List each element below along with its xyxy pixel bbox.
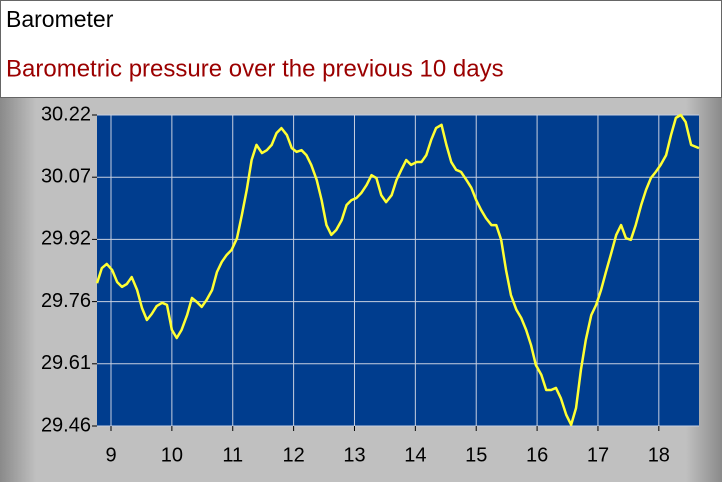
x-tick-label: 12 [282,444,304,466]
y-tick-label: 29.76 [41,290,91,312]
chart-title: Barometer [6,6,114,32]
x-tick-label: 11 [222,444,243,466]
x-tick-label: 9 [105,444,116,466]
x-tick-label: 14 [404,444,426,466]
series-line [95,113,700,427]
chart-subtitle: Barometric pressure over the previous 10… [6,55,504,82]
x-tick-label: 10 [161,444,183,466]
y-tick-label: 29.46 [41,414,91,436]
y-tick-label: 29.92 [41,228,91,250]
x-tick-label: 13 [343,444,365,466]
y-tick-label: 30.22 [41,103,91,125]
plot-area [97,115,699,426]
y-tick-label: 29.61 [41,352,91,374]
header [0,0,722,98]
x-tick-label: 18 [648,444,670,466]
x-tick-label: 16 [526,444,548,466]
y-tick-label: 30.07 [41,165,91,187]
x-tick-label: 15 [465,444,487,466]
x-tick-label: 17 [587,444,609,466]
